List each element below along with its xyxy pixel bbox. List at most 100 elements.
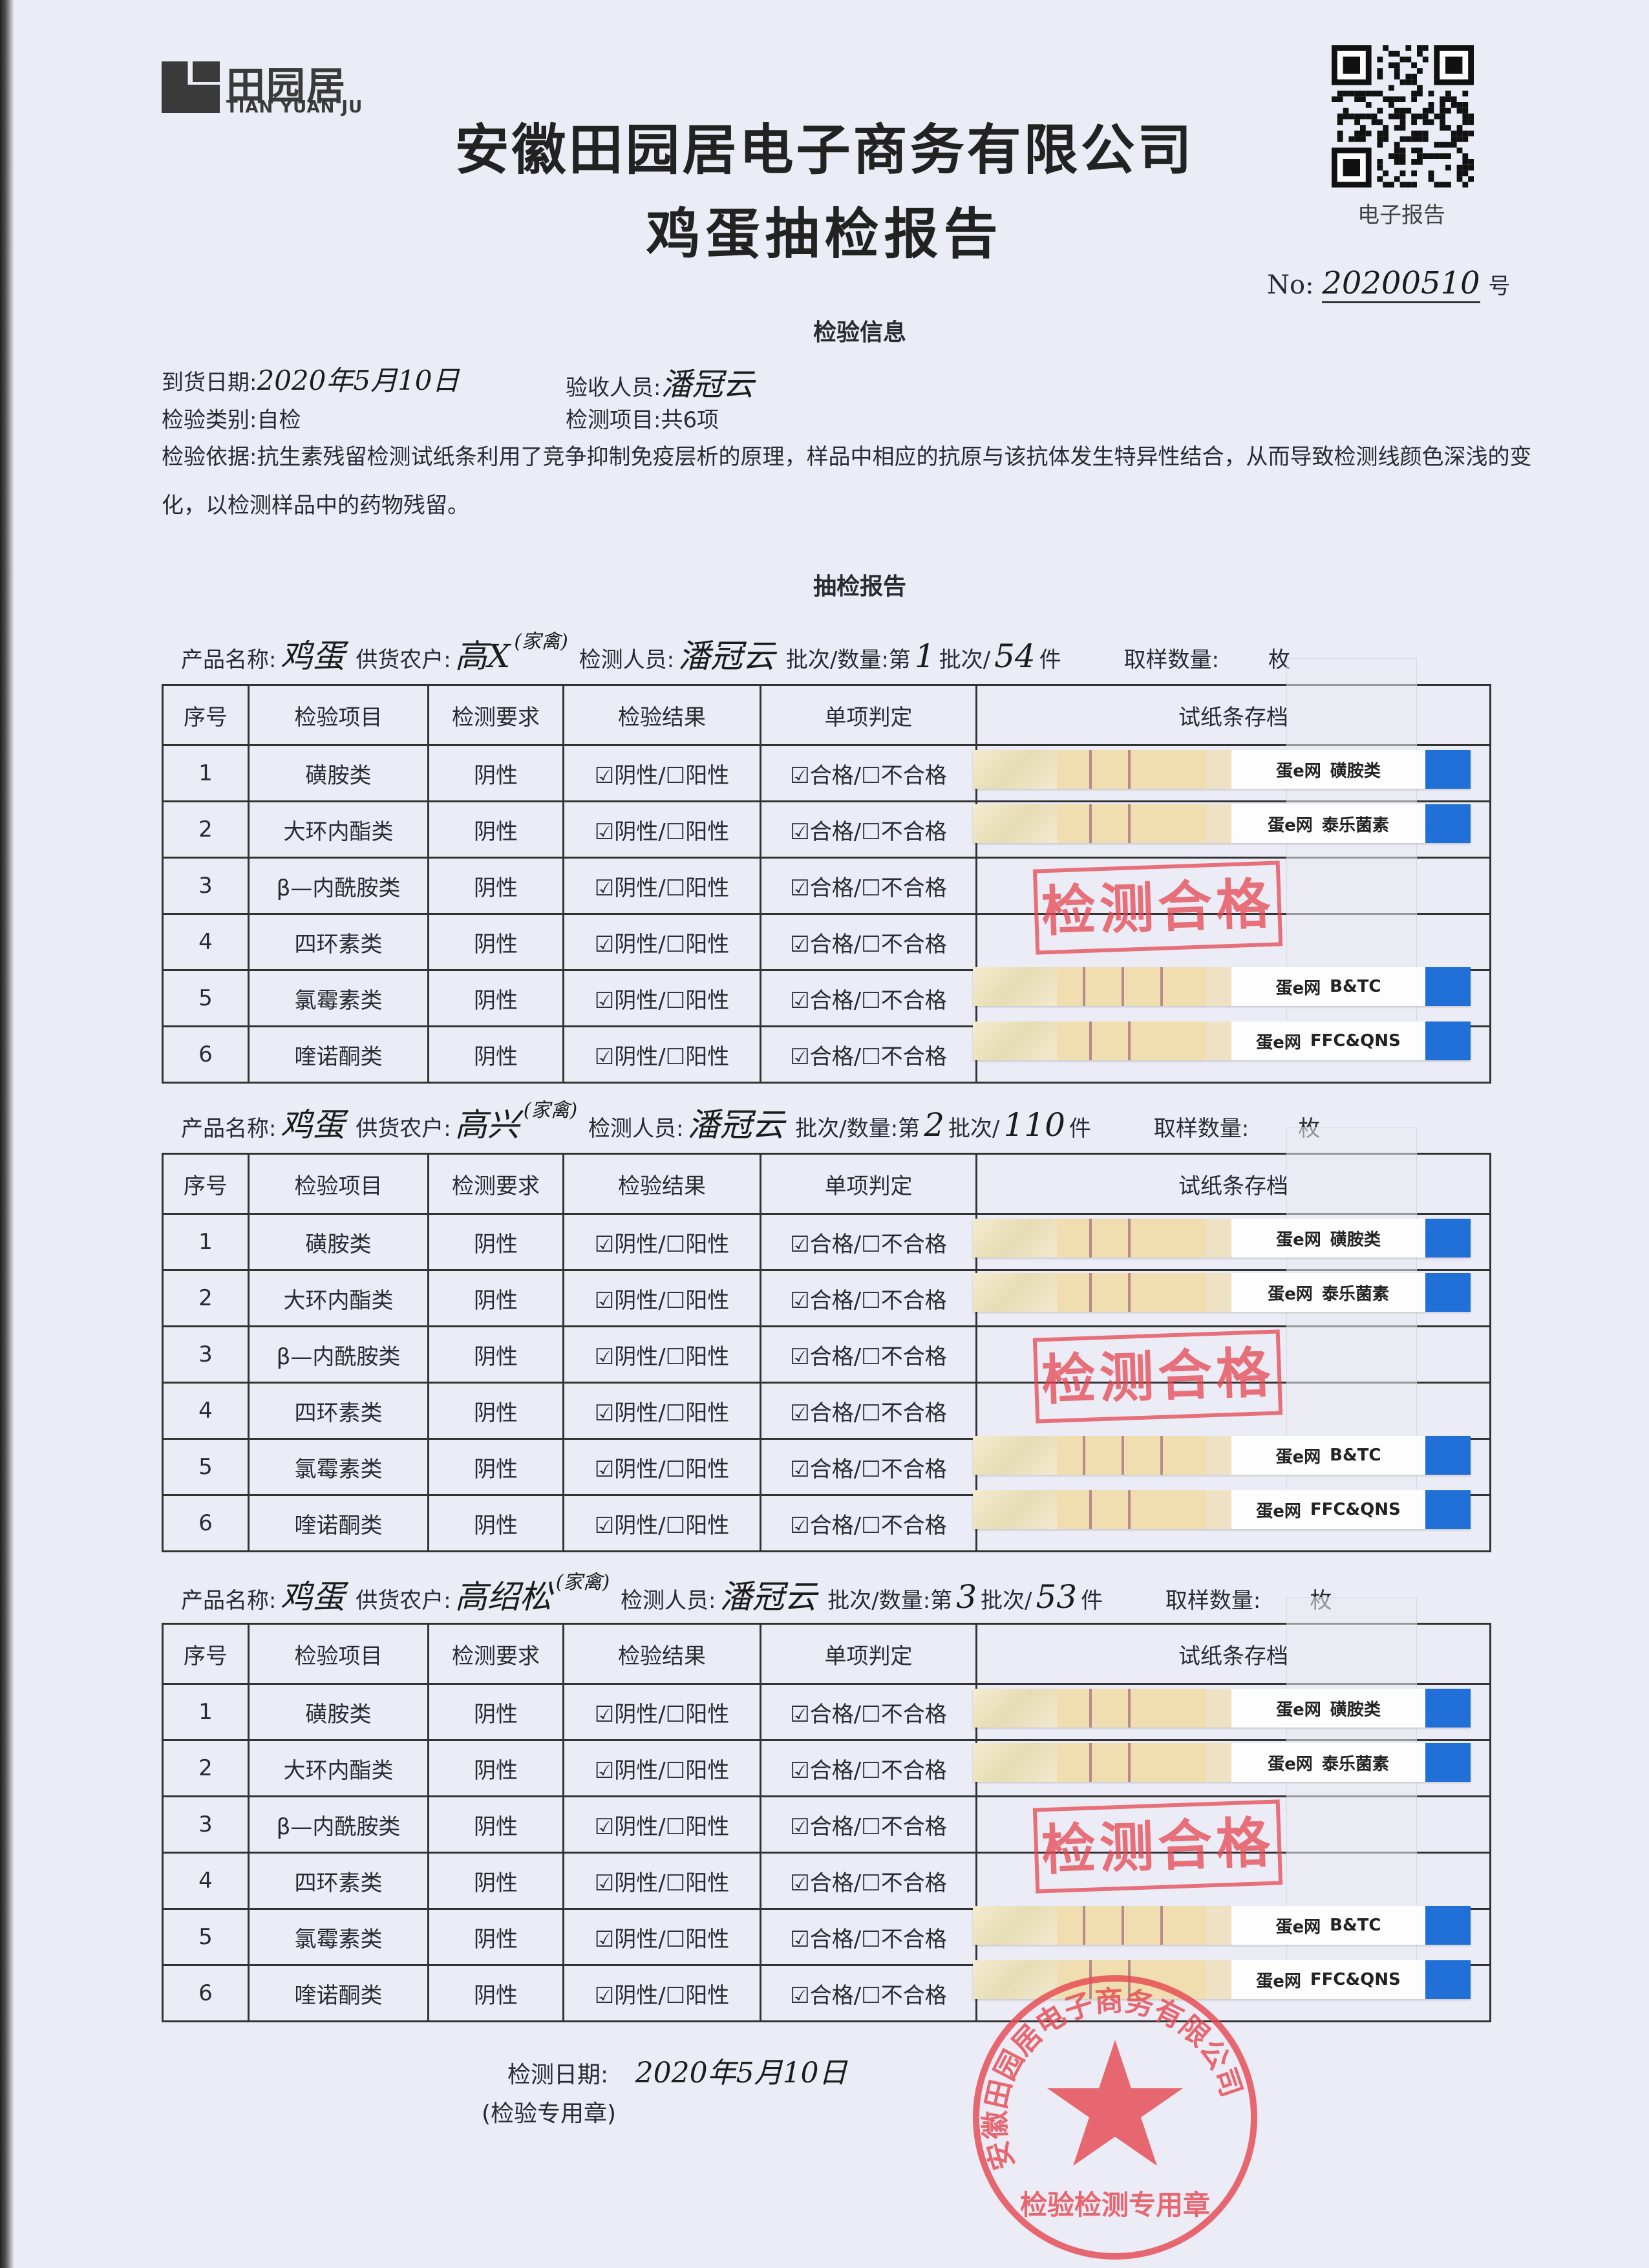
farmer-name: 高兴 — [454, 1106, 520, 1144]
test-strip: 蛋e网 泰乐菌素 — [973, 1743, 1471, 1782]
row-number: 5 — [162, 1438, 250, 1496]
pass-stamp: 检测合格 — [1032, 1329, 1283, 1424]
batch-number: 3 — [956, 1578, 977, 1616]
test-strip: 蛋e网 FFC&QNS — [973, 1490, 1471, 1529]
test-item: 喹诺酮类 — [248, 1494, 429, 1552]
judgement-checkbox[interactable]: ☑合格/☐不合格 — [760, 744, 977, 802]
batch-number: 1 — [914, 637, 935, 675]
test-strip: 蛋e网 磺胺类 — [973, 1689, 1471, 1728]
judgement-checkbox[interactable]: ☑合格/☐不合格 — [760, 1852, 977, 1910]
requirement: 阴性 — [427, 857, 564, 915]
result-checkbox[interactable]: ☑阴性/☐阳性 — [562, 913, 761, 971]
strip-brand: 蛋e网 — [1256, 1971, 1301, 1991]
batch-info-line: 产品名称: 鸡蛋 供货农户: 高X (家禽) 检测人员: 潘冠云 批次/数量:第 1 批次/… — [181, 630, 1294, 677]
result-checkbox[interactable]: ☑阴性/☐阳性 — [562, 1852, 761, 1910]
test-strip: 蛋e网 泰乐菌素 — [973, 1273, 1471, 1312]
requirement: 阴性 — [427, 1739, 564, 1797]
column-header: 单项判定 — [760, 684, 977, 746]
test-item: β—内酰胺类 — [248, 857, 429, 915]
result-checkbox[interactable]: ☑阴性/☐阳性 — [562, 744, 761, 802]
requirement: 阴性 — [427, 1325, 564, 1384]
result-checkbox[interactable]: ☑阴性/☐阳性 — [562, 1325, 761, 1384]
test-strip: 蛋e网 磺胺类 — [973, 1219, 1471, 1257]
test-strip: 蛋e网 B&TC — [973, 967, 1471, 1006]
farmer-name: 高绍松 — [454, 1578, 552, 1616]
result-checkbox[interactable]: ☑阴性/☐阳性 — [562, 1739, 761, 1797]
test-strip: 蛋e网 磺胺类 — [973, 750, 1471, 789]
result-checkbox[interactable]: ☑阴性/☐阳性 — [562, 1438, 761, 1496]
test-item: 四环素类 — [248, 913, 429, 971]
judgement-checkbox[interactable]: ☑合格/☐不合格 — [760, 1739, 977, 1797]
label: 检测人员: — [620, 1588, 716, 1614]
judgement-checkbox[interactable]: ☑合格/☐不合格 — [760, 1795, 977, 1854]
label: 产品名称: — [181, 1588, 277, 1614]
result-checkbox[interactable]: ☑阴性/☐阳性 — [562, 1269, 761, 1327]
label: 取样数量: — [1153, 1116, 1250, 1142]
row-number: 3 — [162, 857, 250, 915]
strip-brand: 蛋e网 — [1275, 1447, 1321, 1467]
label: 件 — [1069, 1116, 1091, 1142]
batch-quantity: 54 — [994, 637, 1036, 675]
column-header: 检验项目 — [248, 684, 429, 746]
row-number: 4 — [162, 1852, 250, 1910]
requirement: 阴性 — [427, 1213, 564, 1271]
test-item: 氯霉素类 — [248, 1908, 429, 1966]
judgement-checkbox[interactable]: ☑合格/☐不合格 — [760, 1908, 977, 1966]
row-number: 6 — [162, 1964, 250, 2022]
result-checkbox[interactable]: ☑阴性/☐阳性 — [562, 1025, 761, 1084]
requirement: 阴性 — [427, 1852, 564, 1910]
result-checkbox[interactable]: ☑阴性/☐阳性 — [562, 857, 761, 915]
column-header: 序号 — [162, 684, 250, 746]
judgement-checkbox[interactable]: ☑合格/☐不合格 — [760, 800, 977, 859]
column-header: 检验项目 — [248, 1623, 429, 1685]
strip-brand: 蛋e网 — [1275, 978, 1321, 998]
result-checkbox[interactable]: ☑阴性/☐阳性 — [562, 1213, 761, 1271]
judgement-checkbox[interactable]: ☑合格/☐不合格 — [760, 1382, 977, 1440]
judgement-checkbox[interactable]: ☑合格/☐不合格 — [760, 1438, 977, 1496]
test-item: 氯霉素类 — [248, 1438, 429, 1496]
row-number: 5 — [162, 1908, 250, 1966]
judgement-checkbox[interactable]: ☑合格/☐不合格 — [760, 969, 977, 1027]
column-header: 检测要求 — [427, 1153, 564, 1215]
label: (家禽) — [523, 1099, 578, 1122]
judgement-checkbox[interactable]: ☑合格/☐不合格 — [760, 1494, 977, 1552]
result-checkbox[interactable]: ☑阴性/☐阳性 — [562, 1382, 761, 1440]
test-item: 喹诺酮类 — [248, 1964, 429, 2022]
judgement-checkbox[interactable]: ☑合格/☐不合格 — [760, 1325, 977, 1384]
judgement-checkbox[interactable]: ☑合格/☐不合格 — [760, 913, 977, 971]
inspection-basis: 检验依据:抗生素残留检测试纸条利用了竞争抑制免疫层析的原理，样品中相应的抗原与该… — [162, 444, 1532, 519]
result-checkbox[interactable]: ☑阴性/☐阳性 — [562, 969, 761, 1027]
result-checkbox[interactable]: ☑阴性/☐阳性 — [562, 1795, 761, 1854]
svg-text:检验检测专用章: 检验检测专用章 — [1020, 2189, 1210, 2221]
column-header: 检验结果 — [562, 1623, 761, 1685]
label: 件 — [1081, 1588, 1103, 1614]
table-header: 序号 检验项目 检测要求 检验结果 单项判定 试纸条存档 — [162, 1623, 1491, 1685]
test-item: 大环内酯类 — [248, 800, 429, 859]
table-header: 序号 检验项目 检测要求 检验结果 单项判定 试纸条存档 — [162, 1153, 1491, 1215]
strip-name: 泰乐菌素 — [1321, 815, 1389, 835]
label: 产品名称: — [181, 647, 277, 673]
row-number: 1 — [162, 1213, 250, 1271]
result-checkbox[interactable]: ☑阴性/☐阳性 — [562, 800, 761, 859]
column-header: 检验项目 — [248, 1153, 429, 1215]
strip-name: FFC&QNS — [1310, 1500, 1401, 1519]
result-checkbox[interactable]: ☑阴性/☐阳性 — [562, 1683, 761, 1741]
result-checkbox[interactable]: ☑阴性/☐阳性 — [562, 1964, 761, 2022]
judgement-checkbox[interactable]: ☑合格/☐不合格 — [760, 857, 977, 915]
result-checkbox[interactable]: ☑阴性/☐阳性 — [562, 1494, 761, 1552]
judgement-checkbox[interactable]: ☑合格/☐不合格 — [760, 1683, 977, 1741]
requirement: 阴性 — [427, 969, 564, 1027]
strip-name: FFC&QNS — [1310, 1970, 1401, 1989]
batch-info-line: 产品名称: 鸡蛋 供货农户: 高绍松 (家禽) 检测人员: 潘冠云 批次/数量:第 3 批次… — [181, 1571, 1335, 1618]
strip-name: 泰乐菌素 — [1321, 1284, 1389, 1304]
judgement-checkbox[interactable]: ☑合格/☐不合格 — [760, 1964, 977, 2022]
judgement-checkbox[interactable]: ☑合格/☐不合格 — [760, 1213, 977, 1271]
strip-name: FFC&QNS — [1310, 1031, 1401, 1051]
judgement-checkbox[interactable]: ☑合格/☐不合格 — [760, 1269, 977, 1327]
test-item: β—内酰胺类 — [248, 1795, 429, 1854]
label: 件 — [1039, 647, 1061, 673]
row-number: 2 — [162, 1739, 250, 1797]
judgement-checkbox[interactable]: ☑合格/☐不合格 — [760, 1025, 977, 1084]
result-checkbox[interactable]: ☑阴性/☐阳性 — [562, 1908, 761, 1966]
test-item: 氯霉素类 — [248, 969, 429, 1027]
